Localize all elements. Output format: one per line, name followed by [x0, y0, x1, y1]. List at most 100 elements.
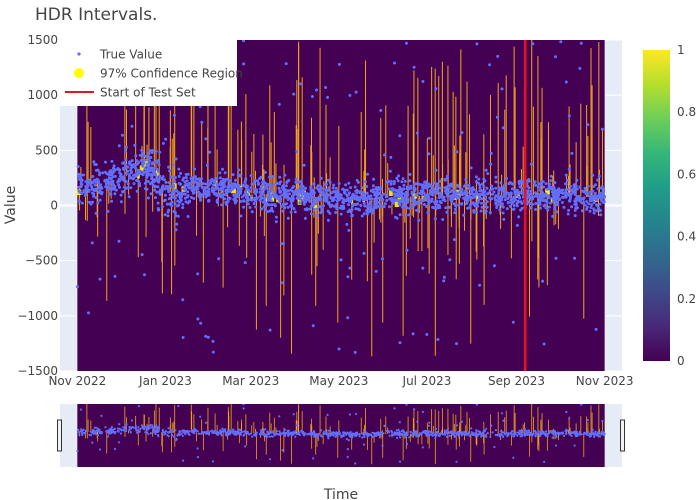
- true-value-point: [515, 204, 519, 208]
- true-value-point: [581, 201, 585, 204]
- true-value-point: [157, 170, 160, 173]
- true-value-point: [207, 198, 211, 202]
- true-value-point: [595, 203, 599, 207]
- true-value-point: [111, 179, 115, 183]
- true-value-point: [188, 199, 191, 203]
- legend[interactable]: True Value 97% Confidence Region Start o…: [60, 40, 243, 106]
- mini-true-value-point: [91, 441, 94, 444]
- true-value-point: [373, 199, 377, 203]
- mini-true-value-point: [346, 455, 349, 458]
- true-value-point: [143, 187, 147, 190]
- true-value-point: [306, 192, 309, 196]
- true-value-point: [553, 205, 557, 209]
- mini-true-value-point: [400, 429, 403, 433]
- true-value-point: [112, 169, 116, 173]
- true-value-point: [107, 176, 111, 180]
- true-value-point: [281, 209, 285, 213]
- true-value-point: [236, 173, 240, 177]
- true-value-point: [222, 193, 226, 197]
- true-value-point: [246, 202, 250, 206]
- true-value-point: [534, 202, 538, 206]
- true-value-point: [369, 194, 373, 198]
- true-value-point: [344, 183, 348, 187]
- true-value-point: [420, 192, 424, 196]
- mini-true-value-point: [327, 429, 330, 432]
- true-value-point: [249, 186, 253, 190]
- true-value-point: [157, 163, 161, 167]
- confidence-patch: [351, 197, 354, 204]
- true-value-point: [239, 191, 243, 195]
- true-value-point: [163, 193, 167, 197]
- mini-true-value-point: [321, 435, 324, 438]
- true-value-point: [519, 191, 523, 195]
- true-value-point: [384, 180, 388, 184]
- true-value-point: [221, 181, 225, 185]
- true-value-point: [596, 178, 600, 182]
- true-value-point: [483, 179, 487, 183]
- true-value-point: [176, 214, 180, 218]
- true-value-point: [197, 177, 201, 181]
- range-slider-right-handle[interactable]: [620, 419, 625, 452]
- legend-item-confidence[interactable]: 97% Confidence Region: [74, 67, 243, 81]
- confidence-patch: [313, 205, 318, 211]
- true-value-point: [359, 204, 363, 207]
- mini-true-value-point: [200, 432, 203, 435]
- mini-true-value-point: [390, 429, 393, 432]
- mini-true-value-point: [90, 430, 93, 434]
- true-value-point: [299, 188, 303, 192]
- true-value-point: [590, 203, 594, 207]
- mini-true-value-point: [373, 434, 376, 437]
- true-value-point: [163, 213, 167, 217]
- legend-item-true-value[interactable]: True Value: [77, 48, 162, 62]
- mini-true-value-point: [99, 430, 102, 433]
- true-value-point: [405, 185, 409, 189]
- true-value-point: [326, 178, 330, 182]
- mini-true-value-point: [177, 404, 180, 408]
- true-value-point: [508, 204, 512, 208]
- true-value-point: [155, 167, 159, 171]
- true-value-point: [168, 184, 172, 188]
- true-value-point: [583, 203, 587, 207]
- true-value-point: [583, 186, 587, 190]
- true-value-point: [320, 207, 324, 211]
- true-value-point: [179, 171, 183, 175]
- true-value-point: [481, 193, 484, 197]
- mini-true-value-point: [327, 437, 330, 440]
- mini-true-value-point: [371, 435, 374, 438]
- true-value-point: [206, 183, 210, 187]
- true-value-point: [319, 211, 323, 215]
- true-value-point: [405, 206, 409, 210]
- true-value-point: [82, 173, 86, 177]
- true-value-point: [296, 190, 300, 194]
- main-data-layer: [75, 40, 606, 357]
- true-value-point: [290, 198, 294, 202]
- mini-true-value-point: [375, 432, 378, 436]
- true-value-point: [233, 185, 237, 188]
- true-value-point: [281, 281, 285, 285]
- true-value-point: [269, 199, 273, 203]
- true-value-point: [378, 204, 382, 207]
- mini-true-value-point: [398, 460, 402, 463]
- true-value-point: [557, 190, 561, 194]
- true-value-point: [389, 182, 393, 186]
- mini-true-value-point: [114, 431, 117, 434]
- true-value-point: [89, 202, 93, 206]
- mini-true-value-point: [382, 432, 385, 435]
- true-value-point: [599, 186, 603, 190]
- mini-true-value-point: [268, 435, 271, 438]
- range-slider-left-handle[interactable]: [57, 419, 62, 452]
- true-value-point: [380, 194, 384, 198]
- mini-true-value-point: [565, 432, 568, 435]
- mini-true-value-point: [387, 429, 390, 433]
- true-value-point: [554, 256, 558, 260]
- mini-true-value-point: [353, 433, 356, 436]
- range-slider[interactable]: [57, 400, 625, 467]
- true-value-point: [598, 202, 602, 206]
- true-value-point: [342, 201, 346, 205]
- legend-item-test-start[interactable]: Start of Test Set: [65, 86, 196, 100]
- confidence-patch: [155, 170, 159, 176]
- true-value-point: [300, 195, 303, 199]
- mini-true-value-point: [326, 413, 329, 416]
- true-value-point: [361, 190, 365, 194]
- true-value-point: [169, 175, 173, 179]
